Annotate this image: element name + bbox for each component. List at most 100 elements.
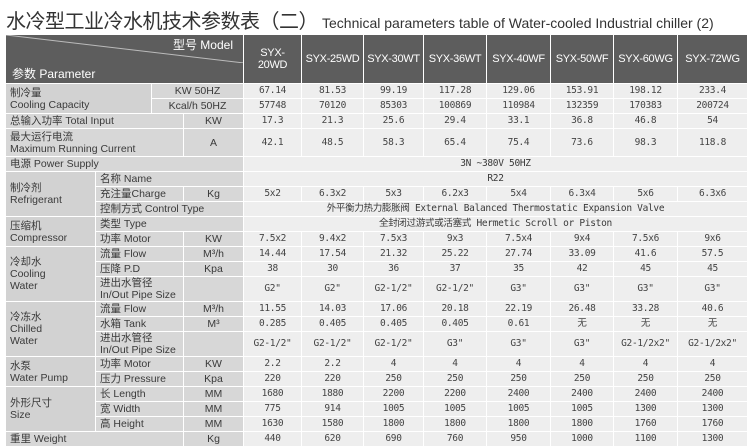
value-cell: G2-1/2" [243,331,302,357]
spec-table: 参数 Parameter 型号 Model SYX-20WD SYX-25WD SY… [5,34,748,447]
value-cell: 1800 [363,416,424,432]
section-label: 水泵 Water Pump [5,356,96,387]
value-cell: 33.1 [486,113,551,129]
value-cell: 20.18 [423,301,487,317]
value-cell: 4 [423,356,487,372]
value-cell: 11.55 [243,301,302,317]
unit-cell: Kpa [183,371,244,387]
value-cell: 57748 [243,98,302,114]
value-cell: 198.12 [613,83,678,99]
row-name: 压力 Pressure [95,371,184,387]
page-title: 水冷型工业冷水机技术参数表（二） Technical parameters tab… [6,5,714,34]
value-cell: G3" [486,331,551,357]
header-param-model-cell: 参数 Parameter 型号 Model [5,34,244,84]
parameter-header: 参数 Parameter [12,67,96,81]
unit-cell: KW 50HZ [151,83,244,99]
value-cell: 无 [677,316,748,332]
value-cell: 98.3 [613,128,678,157]
value-cell: 200724 [677,98,748,114]
value-cell: 35 [486,261,551,277]
value-cell: 17.3 [243,113,302,129]
value-cell: 0.285 [243,316,302,332]
unit-cell: KW [183,356,244,372]
value-cell: 1300 [613,401,678,417]
value-cell: 914 [301,401,364,417]
value-cell: 25.6 [363,113,424,129]
value-cell: G3" [550,276,614,302]
value-cell: 4 [613,356,678,372]
model-header-cell: SYX-20WD [243,34,302,84]
section-label: 电源 Power Supply [5,156,244,172]
value-cell: G2-1/2" [423,276,487,302]
value-cell: 1800 [423,416,487,432]
value-cell: 36 [363,261,424,277]
row-name: 功率 Motor [95,231,184,247]
value-cell: 37 [423,261,487,277]
value-cell: 6.3x6 [677,186,748,202]
value-cell: 4 [363,356,424,372]
value-cell: 2200 [423,386,487,402]
value-cell: 1800 [550,416,614,432]
row-name: 高 Height [95,416,184,432]
value-cell: 29.4 [423,113,487,129]
table-row: 外形尺寸 Size 长 Length MM 1680 1880 2200 2200 2400 2… [5,386,748,432]
value-cell: G2" [243,276,302,302]
value-cell: 99.19 [363,83,424,99]
table-row: 电源 Power Supply 3N ~380V 50HZ [5,156,748,172]
table-row: 进出水管径 In/Out Pipe Size G2" G2" G2-1/2" G2-1/… [6,276,748,302]
value-cell: 21.32 [363,246,424,262]
value-cell: 85303 [363,98,424,114]
value-cell: 33.28 [613,301,678,317]
value-cell: 40.6 [677,301,748,317]
value-cell: 54 [677,113,748,129]
value-cell: 250 [486,371,551,387]
value-cell: 45 [677,261,748,277]
value-cell: 0.61 [486,316,551,332]
value-cell: 4 [677,356,748,372]
row-name: 流量 Flow [95,301,184,317]
value-cell: 690 [363,431,424,447]
row-name: 长 Length [95,386,184,402]
value-cell: 1630 [243,416,302,432]
value-cell: 无 [613,316,678,332]
value-cell: 41.6 [613,246,678,262]
value-cell: 58.3 [363,128,424,157]
value-cell: 132359 [550,98,614,114]
value-cell: 1005 [363,401,424,417]
value-cell: 57.5 [677,246,748,262]
row-name: 名称 Name [95,171,244,187]
value-cell: 1580 [301,416,364,432]
section-label: 外形尺寸 Size [5,386,96,432]
value-cell: 117.28 [423,83,487,99]
value-cell: 14.03 [301,301,364,317]
value-cell: 250 [423,371,487,387]
value-cell: 2400 [486,386,551,402]
value-cell: 1680 [243,386,302,402]
value-cell: 75.4 [486,128,551,157]
table-row: 进出水管径 In/Out Pipe Size G2-1/2" G2-1/2" G2-1… [6,331,748,357]
row-name: 压降 P.D [95,261,184,277]
value-cell: 950 [486,431,551,447]
unit-cell: KW [183,113,244,129]
value-cell: 17.06 [363,301,424,317]
value-cell: G3" [423,331,487,357]
model-header-cell: SYX-60WG [613,34,678,84]
unit-cell: MM [183,401,244,417]
merged-value-cell: 外平衡力热力膨胀阀 External Balanced Thermostatic… [243,201,748,217]
row-name: 功率 Motor [95,356,184,372]
model-header: 型号 Model [172,38,233,52]
value-cell: 2.2 [301,356,364,372]
unit-cell [183,331,244,357]
value-cell: 250 [677,371,748,387]
value-cell: 27.74 [486,246,551,262]
model-header-cell: SYX-36WT [423,34,487,84]
value-cell: 1300 [677,401,748,417]
value-cell: 9x6 [677,231,748,247]
table-row: 总输入功率 Total Input KW 17.3 21.3 25.6 29.4 33.1 3… [5,113,748,129]
value-cell: 1100 [613,431,678,447]
value-cell: 0.405 [423,316,487,332]
row-name: 进出水管径 In/Out Pipe Size [95,276,184,302]
section-label: 制冷量 Cooling Capacity [5,83,152,114]
value-cell: 1005 [486,401,551,417]
value-cell: 33.09 [550,246,614,262]
